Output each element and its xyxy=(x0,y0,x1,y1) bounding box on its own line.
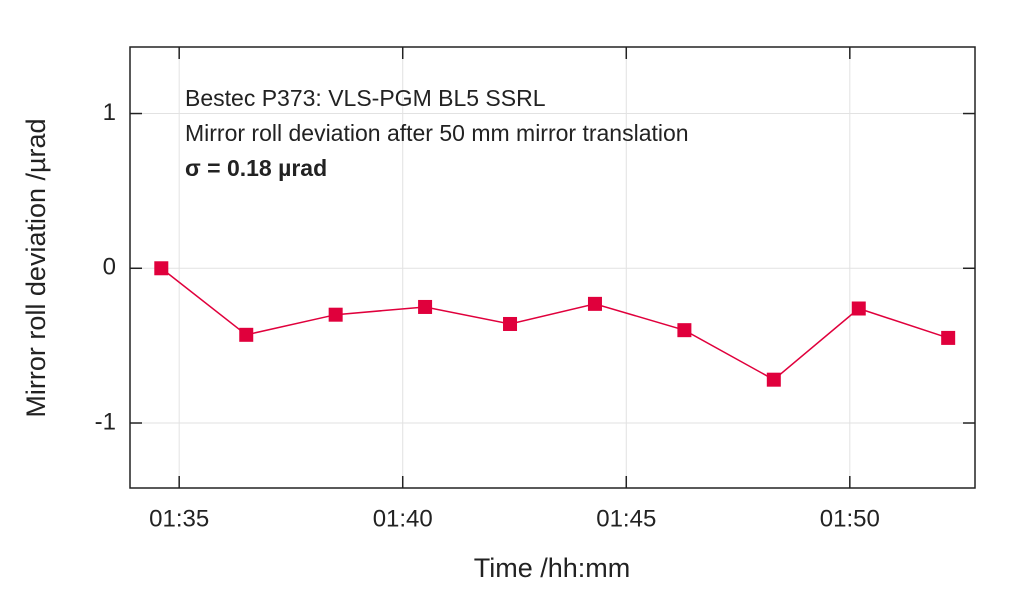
y-tick-label: -1 xyxy=(95,408,116,435)
y-tick-label: 1 xyxy=(103,99,116,126)
x-tick-label: 01:35 xyxy=(149,505,209,532)
data-point xyxy=(239,327,254,342)
data-point xyxy=(941,330,956,345)
plot-frame xyxy=(129,46,976,489)
x-axis-label: Time /hh:mm xyxy=(474,553,631,583)
annotation: Mirror roll deviation after 50 mm mirror… xyxy=(185,120,689,146)
x-tick-label: 01:40 xyxy=(373,505,433,532)
y-tick-label: 0 xyxy=(103,254,116,281)
data-point xyxy=(677,323,692,338)
data-point xyxy=(587,296,602,311)
annotation: σ = 0.18 µrad xyxy=(185,155,327,181)
annotation: Bestec P373: VLS-PGM BL5 SSRL xyxy=(185,85,546,111)
data-point xyxy=(328,307,343,322)
x-tick-label: 01:50 xyxy=(820,505,880,532)
data-point xyxy=(503,316,518,331)
data-point xyxy=(154,261,169,276)
series-line xyxy=(160,267,949,381)
x-tick-label: 01:45 xyxy=(596,505,656,532)
data-point xyxy=(766,372,781,387)
data-point xyxy=(418,299,433,314)
y-axis-label: Mirror roll deviation /µrad xyxy=(21,118,51,417)
data-point xyxy=(851,301,866,316)
